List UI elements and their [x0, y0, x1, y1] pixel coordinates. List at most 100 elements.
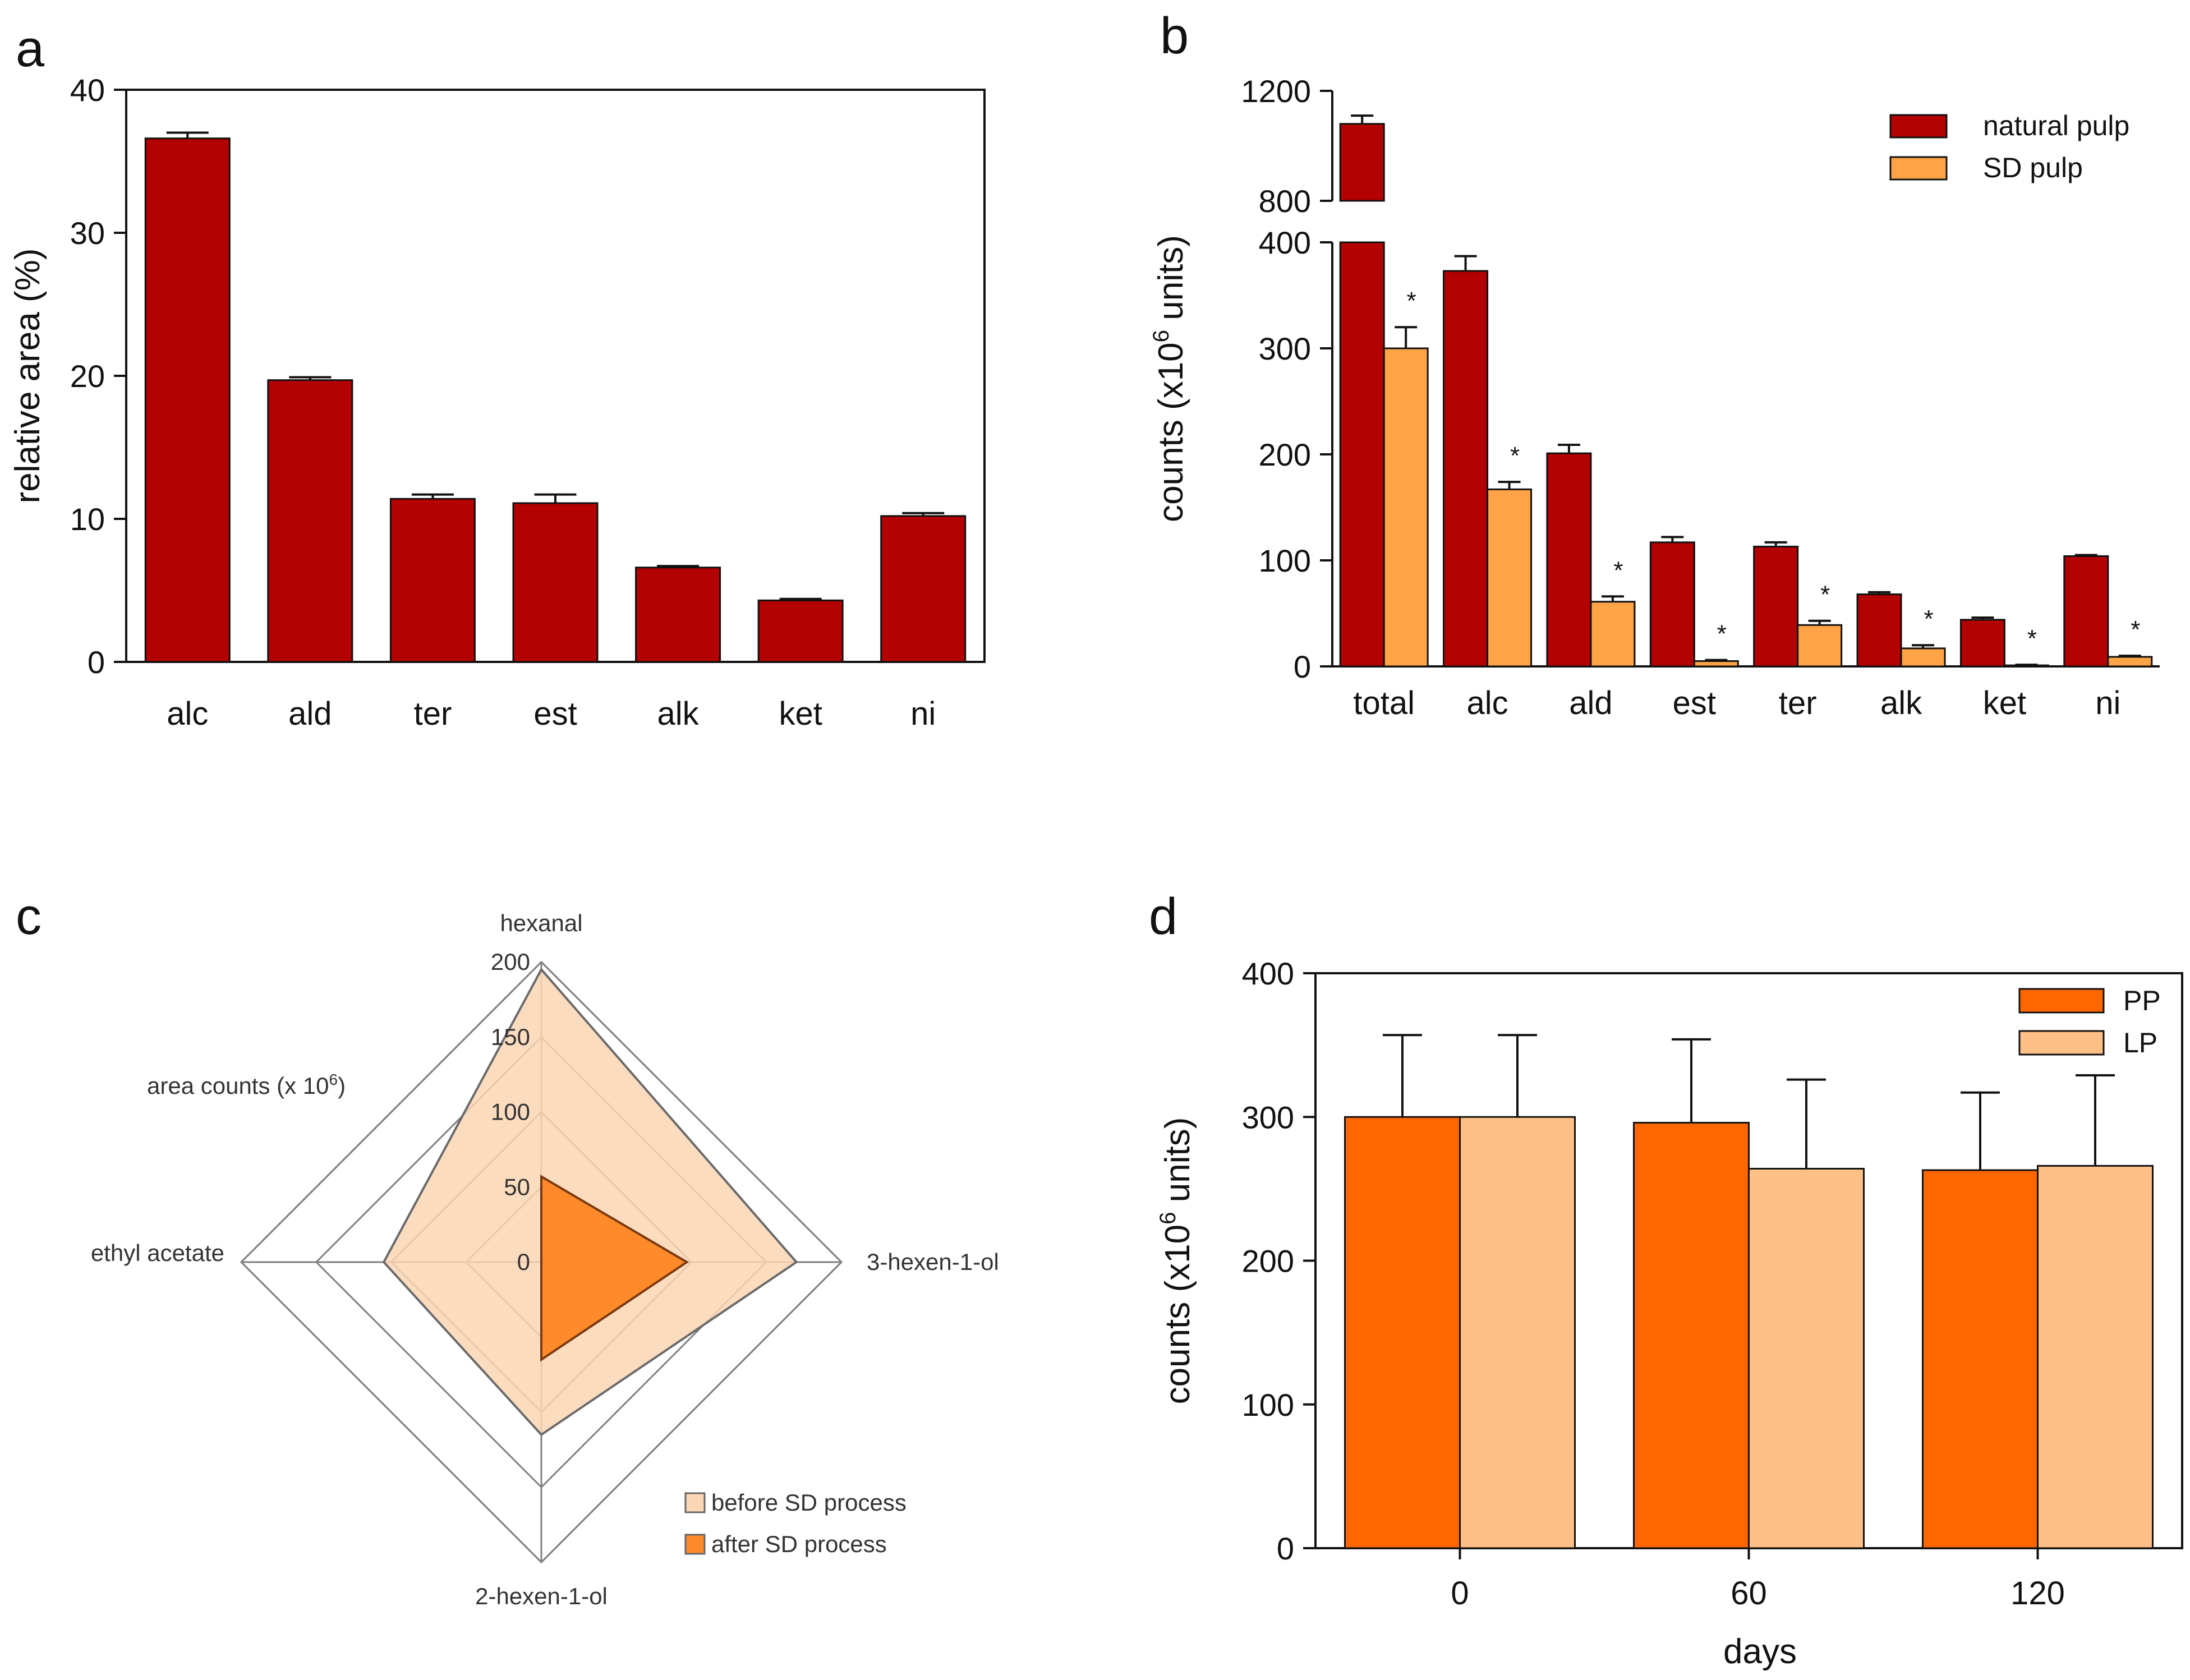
panel-b-significance-star: * [1820, 581, 1830, 609]
panel-b-category-label: ket [1983, 685, 2026, 721]
panel-d-bar-chart: 0 100 200 300 400 counts (x106 units) 0 60 120 da… [1155, 956, 2183, 1671]
panel-b-category-label: ni [2095, 685, 2120, 721]
panel-a-category-label: ald [288, 696, 332, 732]
panel-b-significance-star: * [2131, 616, 2140, 643]
panel-b-category-label: alc [1466, 685, 1508, 721]
panel-b-ytick-label: 800 [1259, 183, 1311, 219]
panel-a-category-label: alk [657, 696, 699, 732]
panel-d-bar-60-PP [1633, 1122, 1750, 1549]
panel-b-bar-alk-sd [1900, 647, 1946, 668]
panel-d-legend-swatch-0 [2018, 988, 2105, 1014]
panel-a-bar-alk [635, 567, 721, 663]
panel-c-value-axis-title: area counts (x 106) [147, 1071, 346, 1099]
panel-b-ytick-label: 400 [1259, 225, 1311, 260]
panel-a-category-label: ter [414, 696, 452, 732]
panel-d-bar-0-LP [1459, 1116, 1576, 1549]
panel-b-category-label: ter [1779, 685, 1817, 721]
panel-c-rtick-label: 100 [491, 1099, 530, 1125]
panel-b-category-label: est [1673, 685, 1716, 721]
panel-a-ytick-label: 30 [70, 215, 105, 251]
panel-c-legend-swatch-0 [684, 1492, 706, 1513]
panel-d-bar-120-PP [1922, 1169, 2039, 1549]
panel-b-significance-star: * [2027, 625, 2037, 652]
panel-b-bar-total-upper [1339, 123, 1385, 202]
panel-c-series-after [540, 1175, 689, 1362]
panel-b-ytick-label: 300 [1259, 331, 1311, 366]
panel-b-ytick-label: 0 [1294, 649, 1311, 684]
panel-d-ytick-label: 0 [1277, 1531, 1294, 1566]
panel-a-bar-alc [144, 137, 231, 663]
panel-d-bar-0-PP [1344, 1116, 1461, 1549]
panel-b-bar-ni-sd [2107, 656, 2153, 668]
panel-c-legend-label: after SD process [711, 1531, 887, 1557]
panel-c-rtick-label: 200 [491, 949, 530, 975]
panel-c-radar-chart: 0 50 100 150 200 hexanal 3-hexen-1-ol 2-hexen-1… [91, 910, 999, 1609]
panel-b-ytick-label: 1200 [1241, 73, 1311, 109]
panel-b-category-label: alk [1880, 685, 1922, 721]
panel-b-bar-ket-sd [2003, 664, 2049, 668]
panel-b-category-label: total [1353, 685, 1415, 721]
panel-b-ytick-label: 200 [1259, 437, 1311, 472]
panel-b-bar-total-lower [1339, 241, 1385, 668]
panel-a-bar-chart: 0 10 20 30 40 relative area (%) alc ald ter est al… [8, 72, 986, 732]
panel-c-series-before [382, 967, 798, 1437]
panel-b-bar-chart: 0 100 200 300 400 800 1200 counts (x106 units) *… [1148, 73, 2160, 721]
panel-label-b: b [1160, 7, 1189, 65]
panel-a-ylabel: relative area (%) [8, 248, 47, 504]
panel-d-bar-60-LP [1748, 1168, 1865, 1549]
panel-b-bar-alc-natural [1443, 270, 1489, 668]
panel-d-ytick-label: 400 [1242, 956, 1294, 991]
panel-c-legend-swatch-1 [684, 1534, 706, 1555]
panel-a-ytick-label: 0 [88, 645, 105, 680]
panel-a-category-label: ni [910, 696, 936, 732]
panel-label-d: d [1149, 888, 1177, 945]
panel-c-rtick-label: 0 [517, 1249, 530, 1275]
panel-b-bar-ni-natural [2063, 555, 2109, 668]
panel-d-category-label: 0 [1451, 1575, 1469, 1612]
panel-b-legend-swatch-0 [1889, 114, 1948, 139]
panel-d-bar-120-LP [2037, 1165, 2154, 1549]
panel-c-rtick-label: 50 [504, 1173, 530, 1200]
panel-a-category-label: ket [779, 696, 822, 732]
panel-c-axis-label: 3-hexen-1-ol [867, 1249, 999, 1275]
panel-b-bar-ket-natural [1959, 619, 2005, 668]
panel-a-ytick-label: 10 [70, 501, 105, 537]
panel-d-ylabel: counts (x106 units) [1155, 1117, 1197, 1405]
panel-c-axis-label: ethyl acetate [91, 1240, 224, 1266]
panel-b-legend-swatch-1 [1889, 156, 1948, 181]
panel-a-bar-ter [389, 498, 476, 663]
panel-d-ytick-label: 100 [1242, 1387, 1294, 1423]
panel-b-bar-est-natural [1649, 541, 1695, 668]
panel-a-bar-est [512, 502, 599, 663]
panel-a-ytick-label: 40 [70, 72, 105, 108]
panel-d-legend-label: LP [2123, 1027, 2157, 1058]
panel-b-bar-ald-sd [1590, 601, 1636, 668]
panel-c-rtick-label: 150 [491, 1024, 530, 1050]
panel-d-ytick-label: 200 [1242, 1244, 1294, 1279]
panel-label-c: c [16, 888, 42, 945]
panel-b-significance-star: * [1407, 287, 1416, 315]
panel-d-legend-swatch-1 [2018, 1030, 2105, 1056]
panel-a-bar-ket [757, 599, 844, 663]
panel-b-category-label: ald [1569, 685, 1612, 721]
panel-c-axis-label: hexanal [500, 910, 582, 936]
panel-d-category-label: 120 [2010, 1575, 2065, 1612]
panel-a-bar-ni [880, 515, 967, 663]
panel-b-ylabel: counts (x106 units) [1148, 235, 1190, 522]
panel-b-bar-est-sd [1693, 660, 1739, 668]
panel-b-legend-label: SD pulp [1983, 152, 2083, 183]
panel-d-category-label: 60 [1731, 1575, 1767, 1612]
panel-d-legend-label: PP [2123, 985, 2161, 1016]
panel-b-bar-ald-natural [1546, 452, 1592, 668]
panel-b-significance-star: * [1510, 442, 1520, 470]
panel-b-legend-label: natural pulp [1983, 110, 2129, 141]
panel-b-significance-star: * [1613, 556, 1623, 584]
panel-a-category-label: alc [167, 696, 208, 732]
panel-a-category-label: est [533, 696, 577, 732]
panel-b-ytick-label: 100 [1259, 543, 1311, 578]
panel-b-significance-star: * [1717, 620, 1727, 648]
panel-b-significance-star: * [1924, 605, 1934, 633]
panel-c-axis-label: 2-hexen-1-ol [475, 1583, 608, 1609]
panel-b-bar-alc-sd [1487, 488, 1533, 668]
